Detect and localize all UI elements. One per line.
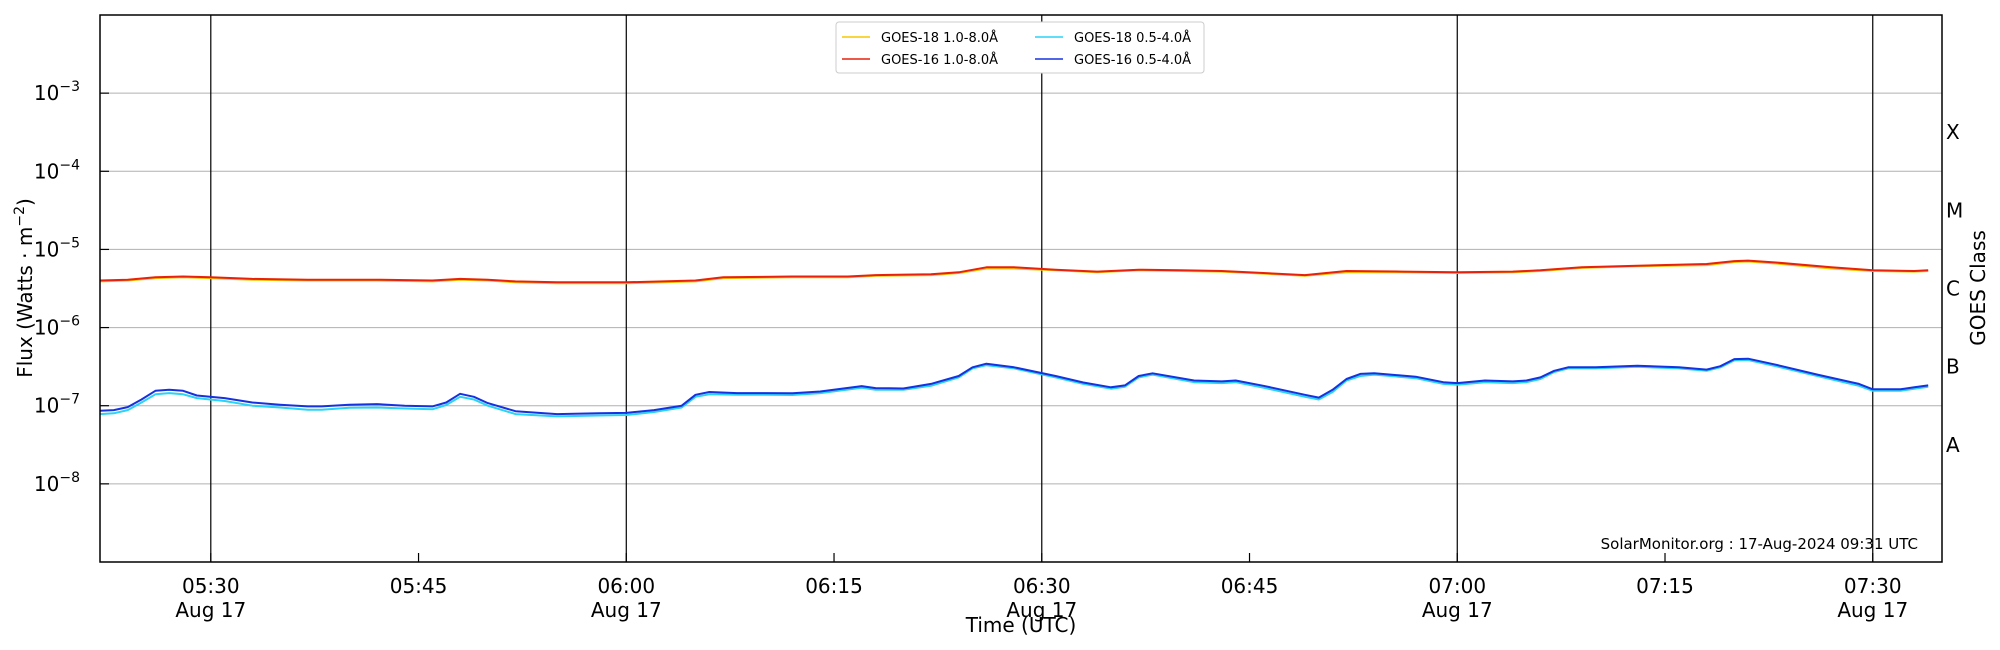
- x-tick-label: 05:30: [182, 574, 240, 598]
- right-axis-title: GOES Class: [1966, 230, 1990, 346]
- y-tick-exponent: −6: [59, 314, 80, 330]
- y-axis-title-main: Flux (Watts · m: [13, 227, 37, 378]
- series-line: [99, 259, 1929, 284]
- y-axis-title: Flux (Watts · m−2): [12, 198, 37, 378]
- legend-label-goes16-long: GOES-16 1.0-8.0Å: [881, 52, 998, 68]
- y-tick-label: 10−8: [34, 470, 80, 496]
- y-tick-exponent: −8: [59, 470, 80, 486]
- series-layer: [99, 259, 1929, 418]
- goes-class-label: B: [1946, 355, 1960, 379]
- plot-frame: [99, 14, 1943, 563]
- y-tick-exponent: −4: [59, 157, 80, 173]
- x-tick-label: 07:30: [1844, 574, 1902, 598]
- y-tick-label: 10−6: [34, 314, 80, 340]
- goes-class-labels: A B C M X: [1946, 120, 1963, 457]
- x-tick-label: 06:15: [805, 574, 863, 598]
- y-tick-base: 10: [34, 394, 59, 418]
- y-tick-exponent: −5: [59, 235, 80, 251]
- goes-class-label: A: [1946, 433, 1960, 457]
- y-axis-title-superscript: −2: [12, 206, 28, 227]
- y-tick-label: 10−7: [34, 392, 80, 418]
- series-line: [99, 357, 1929, 416]
- legend-label-goes18-long: GOES-18 1.0-8.0Å: [881, 30, 998, 46]
- y-tick-base: 10: [34, 81, 59, 105]
- goes-class-label: X: [1946, 120, 1960, 144]
- x-tick-date-label: Aug 17: [591, 598, 662, 622]
- y-tick-base: 10: [34, 159, 59, 183]
- goes-class-label: C: [1946, 277, 1960, 301]
- y-tick-base: 10: [34, 472, 59, 496]
- x-tick-date-label: Aug 17: [1422, 598, 1493, 622]
- x-tick-label: 07:15: [1636, 574, 1694, 598]
- x-tick-label: 05:45: [390, 574, 448, 598]
- goes-class-label: M: [1946, 198, 1963, 222]
- x-tick-label: 06:30: [1013, 574, 1071, 598]
- y-tick-base: 10: [34, 316, 59, 340]
- y-tick-label: 10−4: [34, 157, 80, 183]
- series-line: [99, 359, 1929, 418]
- x-tick-date-label: Aug 17: [1006, 598, 1077, 622]
- x-axis-title: Time (UTC): [965, 613, 1077, 637]
- y-tick-base: 10: [34, 237, 59, 261]
- y-tick-label: 10−3: [34, 79, 80, 105]
- y-axis-title-close: ): [13, 198, 37, 206]
- legend-label-goes18-short: GOES-18 0.5-4.0Å: [1074, 30, 1191, 46]
- x-tick-date-label: Aug 17: [175, 598, 246, 622]
- y-tick-exponent: −7: [59, 392, 80, 408]
- x-tick-label: 06:00: [597, 574, 655, 598]
- x-tick-label: 07:00: [1428, 574, 1486, 598]
- vertical-marker-lines: [210, 15, 1874, 562]
- credit-text: SolarMonitor.org : 17-Aug-2024 09:31 UTC: [1601, 535, 1918, 553]
- x-tick-label: 06:45: [1221, 574, 1279, 598]
- legend-label-goes16-short: GOES-16 0.5-4.0Å: [1074, 52, 1191, 68]
- y-tick-exponent: −3: [59, 79, 80, 95]
- y-tick-label: 10−5: [34, 235, 80, 261]
- x-tick-date-label: Aug 17: [1837, 598, 1908, 622]
- legend-box: [835, 21, 1205, 74]
- legend: GOES-18 1.0-8.0Å GOES-16 1.0-8.0Å GOES-1…: [835, 21, 1205, 74]
- y-axis-ticks: 10−810−710−610−510−410−3: [34, 79, 109, 496]
